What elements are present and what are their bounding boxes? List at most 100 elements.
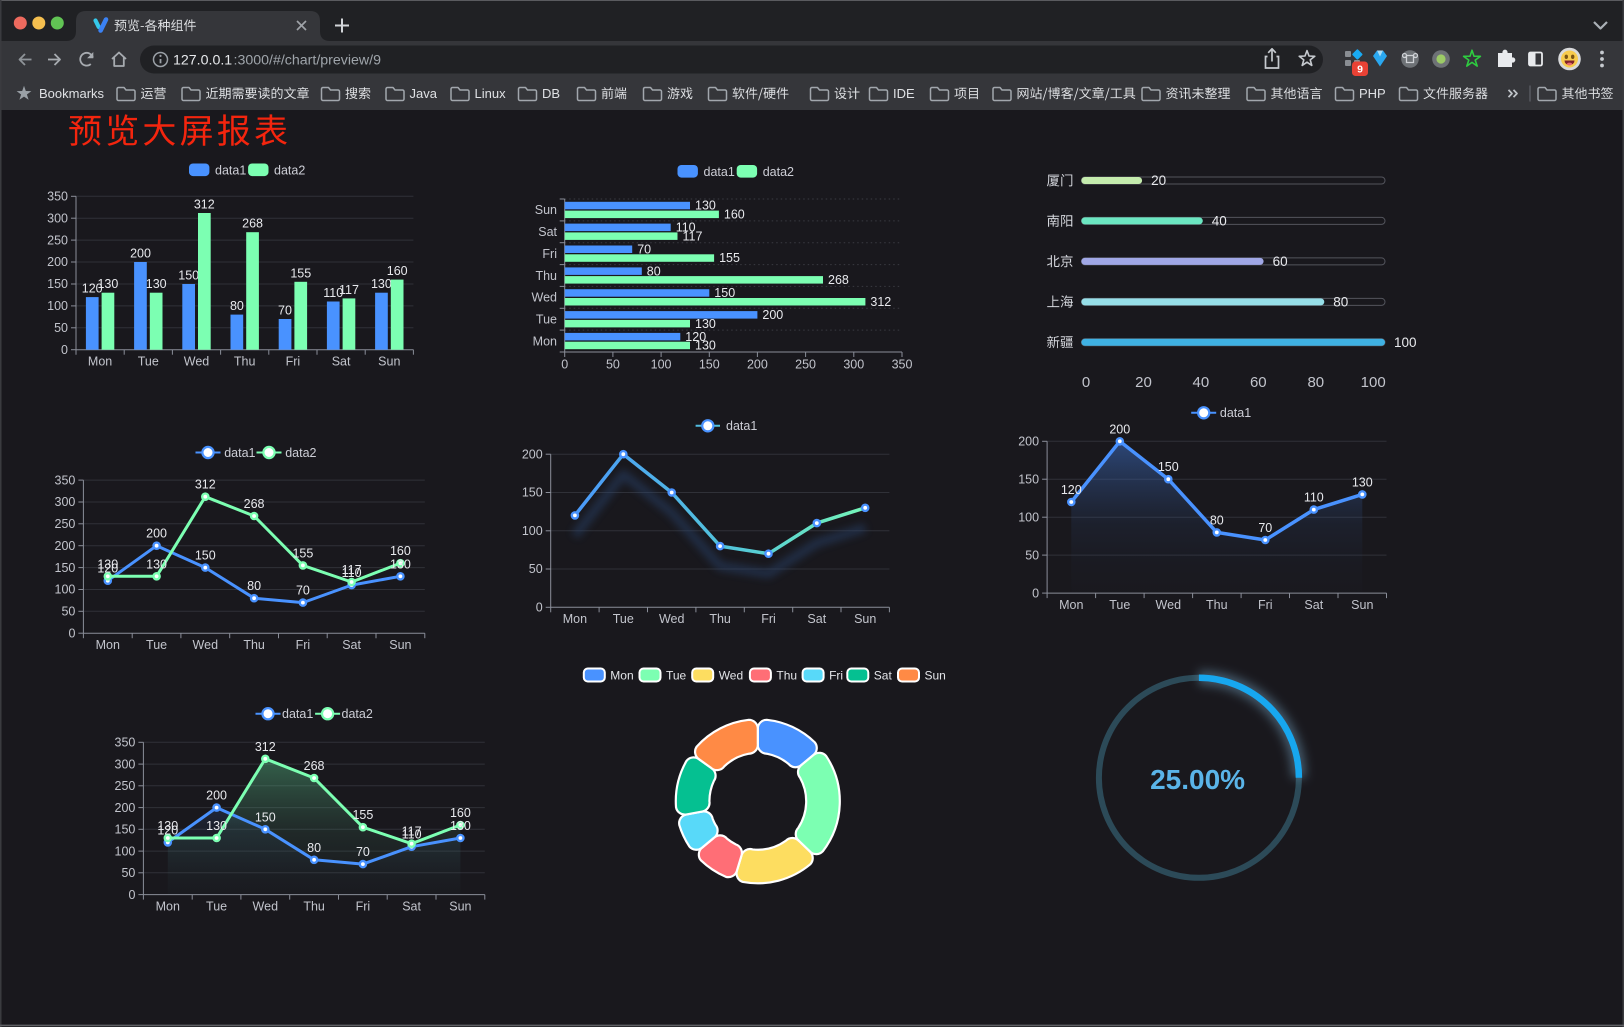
svg-text:110: 110 (402, 828, 422, 842)
svg-text:80: 80 (230, 299, 244, 313)
svg-text:Java: Java (410, 86, 438, 101)
svg-text:data1: data1 (215, 163, 246, 177)
svg-text:160: 160 (724, 208, 745, 222)
svg-text:150: 150 (522, 486, 543, 500)
svg-text:Thu: Thu (776, 669, 797, 683)
svg-text:Fri: Fri (829, 669, 843, 683)
svg-text:Mon: Mon (96, 638, 120, 652)
svg-text:Fri: Fri (356, 900, 371, 914)
svg-text:60: 60 (1250, 374, 1267, 391)
svg-text:117: 117 (402, 825, 422, 839)
svg-text:50: 50 (54, 321, 68, 335)
svg-text:80: 80 (247, 579, 261, 593)
svg-text:0: 0 (128, 888, 135, 902)
svg-text:350: 350 (47, 190, 68, 204)
svg-text:250: 250 (795, 358, 816, 372)
svg-text:300: 300 (115, 757, 136, 771)
svg-text:150: 150 (255, 810, 276, 824)
svg-text:200: 200 (130, 247, 151, 261)
svg-text:Wed: Wed (193, 638, 219, 652)
svg-text:120: 120 (82, 282, 103, 296)
svg-text:268: 268 (244, 497, 265, 511)
svg-text:130: 130 (695, 339, 716, 353)
svg-text:Tue: Tue (613, 612, 634, 626)
svg-text:80: 80 (647, 264, 661, 278)
svg-text:250: 250 (115, 779, 136, 793)
svg-text:150: 150 (714, 286, 735, 300)
svg-text:200: 200 (747, 358, 768, 372)
svg-text:50: 50 (61, 605, 75, 619)
svg-text:130: 130 (371, 277, 392, 291)
svg-text:Wed: Wed (532, 291, 558, 305)
svg-text:200: 200 (55, 539, 76, 553)
svg-text:Mon: Mon (533, 334, 557, 348)
svg-text:data1: data1 (1220, 406, 1251, 420)
svg-text:155: 155 (352, 808, 373, 822)
svg-text:300: 300 (55, 495, 76, 509)
svg-text:25.00%: 25.00% (1150, 764, 1245, 795)
svg-text:60: 60 (1273, 254, 1288, 269)
svg-text:Wed: Wed (253, 900, 279, 914)
svg-text:130: 130 (146, 557, 167, 571)
svg-text:Thu: Thu (234, 355, 256, 369)
svg-text:155: 155 (292, 546, 313, 560)
svg-text:312: 312 (255, 740, 276, 754)
svg-text:Thu: Thu (535, 269, 557, 283)
svg-text:268: 268 (242, 217, 263, 231)
svg-text:data1: data1 (726, 419, 757, 433)
svg-text:300: 300 (47, 211, 68, 225)
svg-text:Thu: Thu (1206, 598, 1228, 612)
svg-text:110: 110 (1304, 491, 1324, 505)
svg-text:Fri: Fri (286, 355, 301, 369)
svg-text:100: 100 (1018, 510, 1039, 524)
svg-text:120: 120 (97, 562, 118, 576)
svg-text:117: 117 (342, 563, 362, 577)
svg-text:110: 110 (676, 221, 696, 235)
svg-text:data2: data2 (342, 707, 373, 721)
svg-text:Tue: Tue (536, 313, 557, 327)
svg-text:200: 200 (522, 447, 543, 461)
svg-text:100: 100 (115, 844, 136, 858)
svg-text:Fri: Fri (296, 638, 311, 652)
svg-text:127.0.0.1: 127.0.0.1 (173, 53, 232, 69)
svg-text:40: 40 (1212, 214, 1227, 229)
svg-text:Wed: Wed (1156, 598, 1182, 612)
svg-text:Linux: Linux (475, 86, 507, 101)
svg-text:150: 150 (699, 358, 720, 372)
svg-text:300: 300 (843, 358, 864, 372)
svg-text:80: 80 (1210, 513, 1224, 527)
svg-text:data2: data2 (763, 165, 794, 179)
svg-text:0: 0 (1082, 374, 1090, 391)
svg-text:130: 130 (146, 277, 167, 291)
svg-text:Tue: Tue (1109, 598, 1130, 612)
svg-text:150: 150 (195, 549, 216, 563)
svg-text:312: 312 (870, 295, 891, 309)
svg-text:120: 120 (685, 330, 706, 344)
svg-text:268: 268 (828, 273, 849, 287)
svg-text:Mon: Mon (1059, 598, 1083, 612)
svg-text:Sun: Sun (378, 355, 400, 369)
svg-text:50: 50 (1025, 548, 1039, 562)
svg-text:Sat: Sat (538, 225, 557, 239)
svg-text:130: 130 (390, 557, 411, 571)
svg-text:Mon: Mon (563, 612, 587, 626)
svg-text:200: 200 (1109, 422, 1130, 436)
svg-text:200: 200 (762, 308, 783, 322)
svg-text:150: 150 (55, 561, 76, 575)
svg-text:Mon: Mon (156, 900, 180, 914)
svg-text:Sun: Sun (925, 669, 946, 683)
svg-text:80: 80 (1307, 374, 1324, 391)
svg-text:150: 150 (1018, 472, 1039, 486)
svg-text:130: 130 (695, 317, 716, 331)
svg-text:40: 40 (1193, 374, 1210, 391)
svg-text:0: 0 (561, 358, 568, 372)
svg-text:data1: data1 (704, 165, 735, 179)
svg-text:200: 200 (115, 801, 136, 815)
svg-text:100: 100 (1361, 374, 1386, 391)
svg-text:350: 350 (115, 736, 136, 750)
svg-text:Mon: Mon (610, 669, 633, 683)
svg-text:Mon: Mon (88, 355, 112, 369)
svg-text:130: 130 (695, 199, 716, 213)
svg-text:20: 20 (1135, 374, 1152, 391)
svg-text:200: 200 (1018, 435, 1039, 449)
